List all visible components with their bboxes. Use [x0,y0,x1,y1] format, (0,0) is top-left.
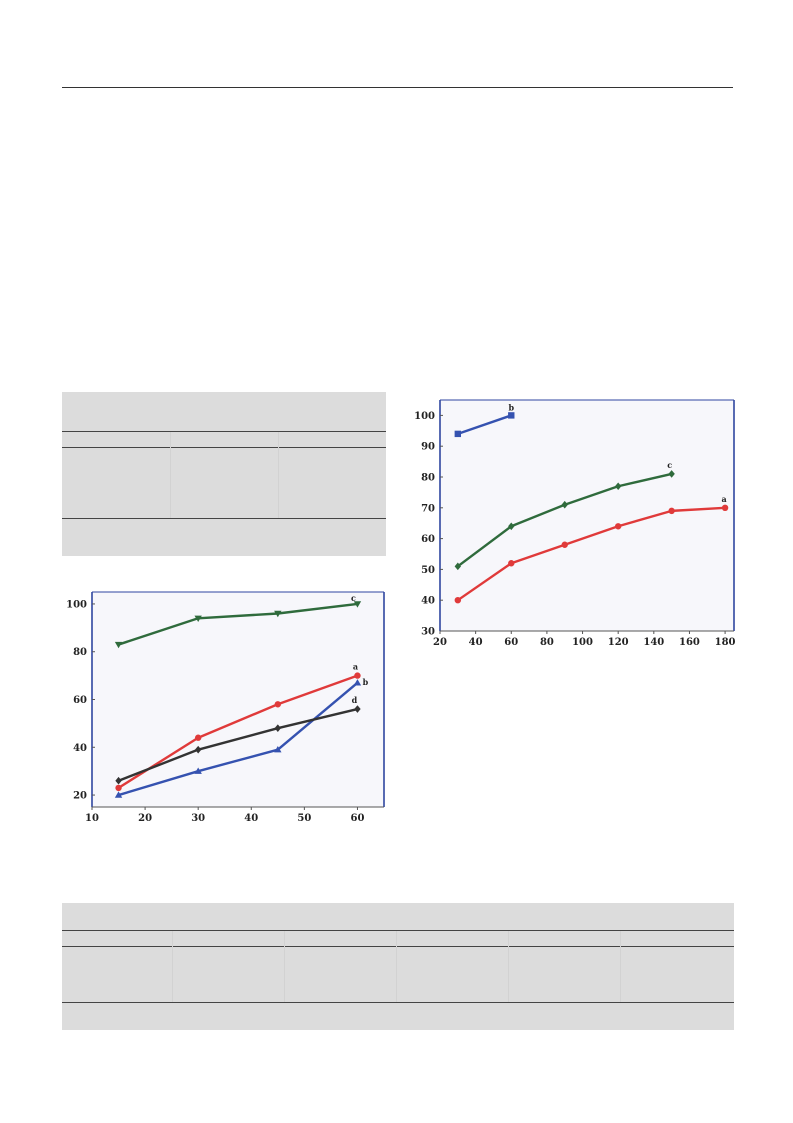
x-tick-label: 20 [138,813,152,824]
series-b-point [114,791,123,798]
x-tick-label: 50 [297,813,311,824]
y-tick-label: 40 [73,743,87,754]
y-tick-label: 100 [66,599,87,610]
series-d-point [194,745,202,754]
series-b-point [508,412,515,419]
y-tick-label: 100 [414,411,435,422]
x-tick-label: 180 [715,637,736,648]
x-tick-label: 20 [433,637,447,648]
series-c-point [194,615,202,622]
series-a-label: a [721,494,726,504]
series-b-line [457,414,512,436]
series-a-point [454,597,462,604]
table-wide-column-divider [396,931,397,1002]
series-a-point [115,784,122,792]
series-a-point [561,541,568,548]
table-small-header-rule [62,447,386,448]
x-tick-label: 10 [85,813,99,824]
y-tick-label: 20 [73,791,87,802]
series-a-point [721,504,729,511]
x-tick-label: 100 [572,637,593,648]
series-b-label: b [508,402,514,412]
x-tick-label: 80 [540,637,554,648]
table-wide-header-rule [62,946,734,947]
table-wide-column-divider [284,931,285,1002]
series-a-line [457,506,726,602]
table-panel-wide [62,903,734,1030]
y-tick-label: 50 [421,565,435,576]
series-c-label: c [351,593,356,603]
line-chart-right: 20 40 60 80 100 120 140 160 180 30 40 50 60 70 80 90 100… [414,399,736,648]
series-c-point [454,562,462,571]
y-tick-label: 40 [421,596,435,607]
series-a-point [274,701,282,708]
table-wide-column-divider [508,931,509,1002]
x-tick-label: 120 [608,637,629,648]
x-tick-label: 40 [244,813,258,824]
y-tick-label: 80 [421,473,435,484]
table-small-column-divider [278,432,279,518]
series-a-point [354,672,361,679]
series-c-line [118,602,358,646]
series-b-label: b [363,677,369,687]
x-tick-label: 60 [504,637,518,648]
y-tick-label: 80 [73,647,87,658]
table-panel-small [62,392,386,556]
table-wide-column-divider [620,931,621,1002]
table-small-bottom-rule [62,518,386,519]
series-b-line [118,681,359,797]
x-tick-label: 160 [679,637,700,648]
series-b-point [353,679,362,686]
series-a-label: a [353,662,358,672]
series-a-point [194,734,202,741]
x-tick-label: 60 [350,813,364,824]
series-c-point [274,610,282,618]
x-tick-label: 140 [643,637,664,648]
plot-area [440,400,734,631]
table-wide-top-rule [62,930,734,931]
series-d-point [274,724,282,732]
series-d-label: d [352,695,358,705]
series-c-point [353,601,362,608]
table-small-top-rule [62,431,386,432]
header-rule [62,87,733,88]
series-b-point [274,745,282,753]
x-tick-label: 30 [191,813,205,824]
y-tick-label: 70 [421,503,435,514]
series-a-point [668,507,675,515]
series-a-point [614,523,622,530]
y-tick-label: 60 [73,695,87,706]
table-small-column-divider [170,432,171,518]
series-c-point [668,470,675,478]
series-b-point [194,767,202,774]
series-a-line [117,674,358,789]
series-c-label: c [667,460,672,470]
series-c-point [114,641,123,649]
y-tick-label: 90 [421,442,435,453]
y-tick-label: 60 [421,534,435,545]
x-tick-label: 40 [469,637,483,648]
table-wide-bottom-rule [62,1002,734,1003]
y-tick-label: 30 [421,627,435,638]
series-d-point [115,776,122,785]
table-wide-column-divider [172,931,173,1002]
line-chart-left: 10 20 30 40 50 60 20 40 60 80 100 c abd [66,591,385,824]
series-d-line [118,707,358,782]
series-b-point [454,430,462,438]
series-a-point [508,560,515,567]
